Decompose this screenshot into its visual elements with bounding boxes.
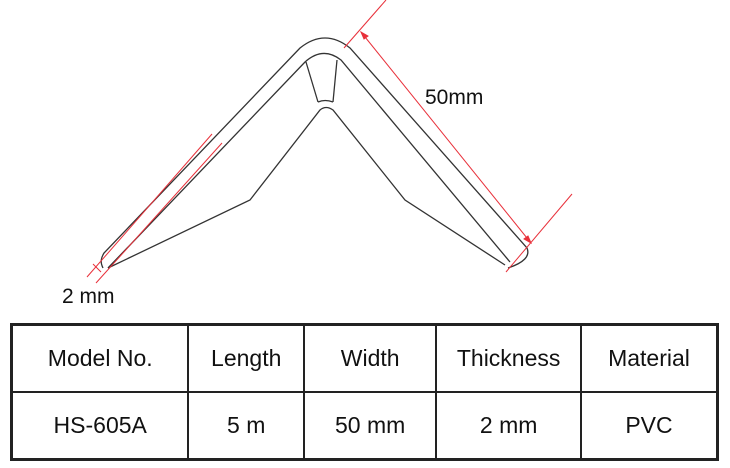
inner-edge (107, 52, 511, 269)
thickness-dimension-line (92, 263, 102, 273)
cell-thickness: 2 mm (435, 391, 582, 461)
cell-width: 50 mm (303, 391, 438, 461)
web-right (332, 59, 338, 103)
width-extension-bottom (505, 193, 573, 273)
header-model: Model No. (10, 323, 190, 393)
cell-length: 5 m (187, 391, 306, 461)
table-row: HS-605A 5 m 50 mm 2 mm PVC (10, 391, 719, 461)
thickness-extension-inner (95, 142, 223, 284)
cell-model: HS-605A (10, 391, 190, 461)
inner-fin-left (107, 106, 506, 269)
header-length: Length (187, 323, 306, 393)
arrow-top-icon (359, 30, 369, 40)
arrow-bottom-icon (523, 235, 533, 245)
web-bottom (317, 99, 334, 103)
width-label: 50mm (425, 86, 484, 109)
dimension-lines (86, 0, 573, 284)
table-header-row: Model No. Length Width Thickness Materia… (10, 323, 719, 393)
width-dimension-line (360, 31, 532, 244)
header-width: Width (303, 323, 438, 393)
cell-material: PVC (579, 391, 719, 461)
spec-table: Model No. Length Width Thickness Materia… (10, 323, 719, 461)
width-extension-top (343, 0, 387, 49)
thickness-label: 2 mm (62, 285, 115, 308)
header-material: Material (579, 323, 719, 393)
web-left (305, 61, 319, 103)
thickness-extension-outer (86, 133, 213, 278)
profile-outline (100, 37, 529, 269)
outer-edge (100, 37, 529, 269)
corner-guard-drawing (86, 0, 573, 284)
header-thickness: Thickness (435, 323, 582, 393)
